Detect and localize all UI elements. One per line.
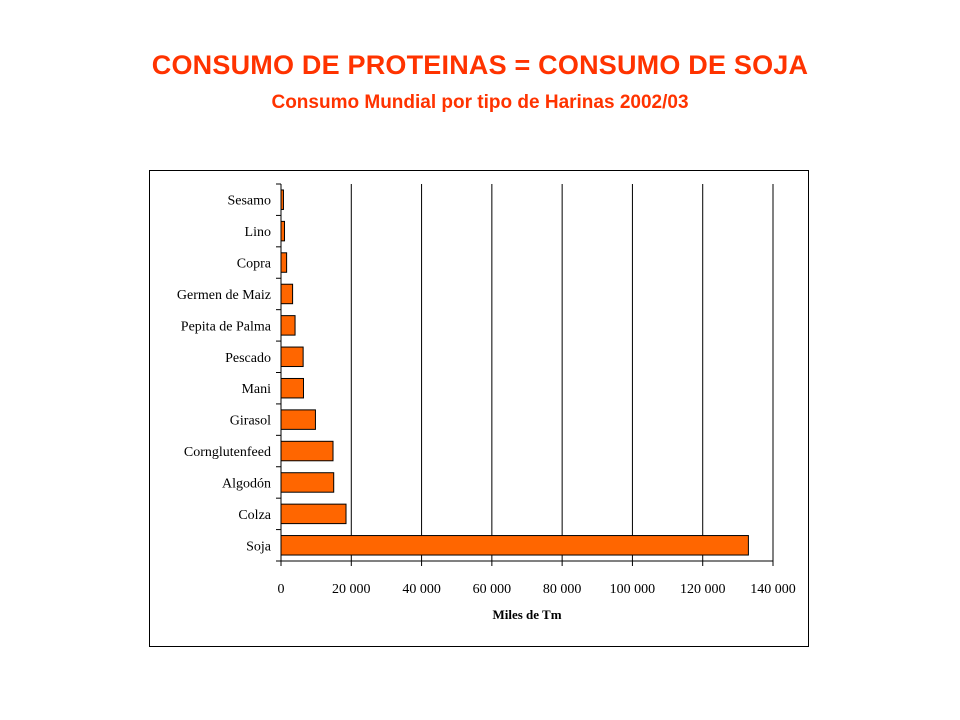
- chart-frame: 0 20 000 40 000 60 000 80 000 100 000 120 000 1…: [149, 170, 809, 647]
- bar-pescado: [280, 346, 304, 368]
- axes: [280, 184, 773, 562]
- y-category-label: Soja: [246, 539, 272, 554]
- gridlines: [276, 183, 774, 566]
- bars: [280, 189, 749, 556]
- y-category-label: Pepita de Palma: [181, 319, 272, 334]
- x-tick-label: 60 000: [473, 582, 512, 597]
- y-category-label: Colza: [238, 508, 271, 523]
- y-category-label: Germen de Maiz: [177, 288, 271, 303]
- y-category-label: Lino: [245, 225, 271, 240]
- bar-mani: [280, 377, 304, 399]
- bar-algod-n: [280, 472, 335, 493]
- y-category-label: Copra: [237, 257, 272, 272]
- x-tick-label: 20 000: [332, 582, 371, 597]
- y-category-label: Mani: [241, 382, 271, 397]
- main-title: CONSUMO DE PROTEINAS = CONSUMO DE SOJA: [151, 50, 809, 80]
- bar-cornglutenfeed: [280, 440, 334, 462]
- x-tick-label: 140 000: [750, 582, 796, 597]
- bar-pepita-de-palma: [280, 315, 296, 336]
- y-category-label: Cornglutenfeed: [184, 445, 271, 460]
- bar-lino: [280, 220, 286, 242]
- bar-colza: [280, 503, 347, 525]
- bar-soja: [280, 535, 749, 556]
- y-category-label: Sesamo: [227, 194, 271, 209]
- y-category-label: Pescado: [225, 351, 271, 366]
- x-tick-label: 40 000: [402, 582, 441, 597]
- x-tick-label: 0: [278, 582, 285, 597]
- bar-copra: [280, 252, 288, 273]
- chart-subtitle: Consumo Mundial por tipo de Harinas 2002…: [271, 92, 689, 113]
- x-tick-label: 120 000: [680, 582, 726, 597]
- x-axis-title: Miles de Tm: [492, 607, 561, 622]
- bar-germen-de-maiz: [280, 283, 294, 305]
- y-category-label: Algodón: [222, 476, 271, 491]
- x-tick-label: 80 000: [543, 582, 582, 597]
- x-tick-label: 100 000: [610, 582, 656, 597]
- labels: 0 20 000 40 000 60 000 80 000 100 000 120 000 1…: [177, 194, 796, 597]
- y-category-label: Girasol: [230, 414, 271, 429]
- bar-chart: 0 20 000 40 000 60 000 80 000 100 000 120 000 1…: [177, 183, 796, 622]
- bar-girasol: [280, 409, 316, 430]
